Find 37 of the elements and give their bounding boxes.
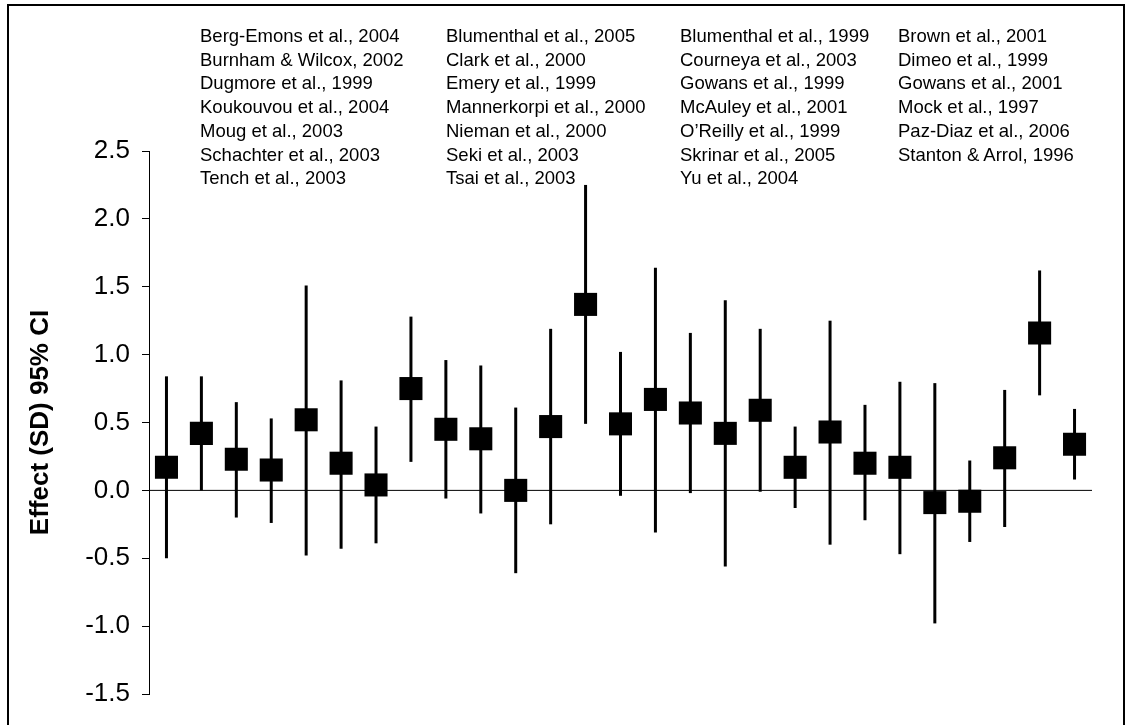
y-tick-label: -1.0 — [85, 609, 130, 640]
annotation: Tench et al., 2003 — [200, 167, 347, 190]
text: Mock et al., 1997 — [898, 96, 1039, 119]
text: Mannerkorpi et al., 2000 — [446, 96, 646, 119]
annotation: Schachter et al., 2003 — [200, 143, 380, 166]
text: Courneya et al., 2003 — [680, 48, 857, 71]
y-tick-label: 1.5 — [93, 269, 130, 300]
text: Koukouvou et al., 2004 — [200, 96, 390, 119]
text: Paz-Diaz et al., 2006 — [898, 119, 1070, 142]
text: Nieman et al., 2000 — [446, 119, 607, 142]
y-tick-label: 0.0 — [93, 473, 130, 504]
annotation: Skrinar et al., 2005 — [680, 143, 836, 166]
y-tick-label: 0.5 — [93, 405, 130, 436]
text: McAuley et al., 2001 — [680, 96, 848, 119]
annotation: Seki et al., 2003 — [446, 143, 579, 166]
text: Berg-Emons et al., 2004 — [200, 25, 400, 47]
text: Emery et al., 1999 — [446, 72, 597, 95]
text: Dugmore et al., 1999 — [200, 72, 373, 95]
text: Blumenthal et al., 1999 — [680, 25, 870, 47]
text: Burnham & Wilcox, 2002 — [200, 48, 404, 71]
y-axis-title: Effect (SD) 95% CI — [23, 309, 54, 536]
annotation: Yu et al., 2004 — [680, 167, 799, 190]
text: O’Reilly et al., 1999 — [680, 119, 841, 142]
text: Clark et al., 2000 — [446, 48, 586, 71]
y-tick-label: -0.5 — [85, 541, 130, 572]
text: Gowans et al., 2001 — [898, 72, 1063, 95]
y-tick-label: 2.5 — [93, 134, 130, 165]
text: Dimeo et al., 1999 — [898, 48, 1049, 71]
y-tick-label: 1.0 — [93, 337, 130, 368]
text: Blumenthal et al., 2005 — [446, 25, 636, 47]
y-tick-label: 2.0 — [93, 202, 130, 233]
text: Moug et al., 2003 — [200, 119, 343, 142]
text: Brown et al., 2001 — [898, 25, 1048, 47]
annotation: Tsai et al., 2003 — [446, 167, 576, 190]
y-tick-label: -1.5 — [85, 677, 130, 708]
annotation: Stanton & Arrol, 1996 — [898, 143, 1074, 166]
text: Gowans et al., 1999 — [680, 72, 845, 95]
